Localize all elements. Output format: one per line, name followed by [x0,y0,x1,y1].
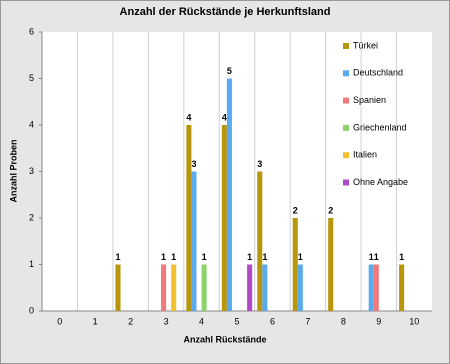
x-tick-label: 9 [376,316,381,326]
bar [186,125,192,311]
x-tick-label: 7 [305,316,310,326]
data-label: 1 [374,252,379,262]
legend-swatch [343,124,349,131]
data-label: 4 [222,112,227,122]
bar [373,264,379,311]
data-label: 1 [171,252,176,262]
legend-swatch [343,70,349,77]
y-tick-label: 0 [29,305,34,315]
y-tick-label: 5 [29,73,34,83]
x-tick-label: 2 [128,316,133,326]
y-axis-title: Anzahl Proben [8,139,18,202]
legend-swatch [343,179,349,186]
data-label: 1 [202,252,207,262]
data-label: 3 [257,159,262,169]
x-tick-label: 5 [234,316,239,326]
bar [297,264,303,311]
plot-area [42,32,432,311]
bar [191,171,197,311]
legend-label: Türkei [353,40,378,50]
y-tick-label: 6 [29,26,34,36]
legend-swatch [343,97,349,104]
bar [201,264,207,311]
legend-label: Griechenland [353,122,407,132]
y-tick-label: 3 [29,166,34,176]
data-label: 1 [262,252,267,262]
data-label: 3 [191,159,196,169]
data-label: 1 [161,252,166,262]
bar [368,264,374,311]
data-label: 2 [293,205,298,215]
bar [292,218,298,311]
data-label: 1 [247,252,252,262]
legend-label: Ohne Angabe [353,177,408,187]
bar [262,264,268,311]
x-axis-title: Anzahl Rückstände [183,334,266,344]
bar [171,264,177,311]
data-label: 1 [115,252,120,262]
legend-swatch [343,152,349,159]
x-tick-label: 8 [341,316,346,326]
x-tick-label: 3 [164,316,169,326]
x-tick-label: 4 [199,316,204,326]
x-tick-label: 6 [270,316,275,326]
y-tick-label: 4 [29,119,34,129]
legend-label: Italien [353,150,377,160]
legend-swatch [343,43,349,49]
legend-label: Spanien [353,95,386,105]
bar [161,264,167,311]
y-tick-label: 1 [29,259,34,269]
bar [226,78,232,311]
y-tick-label: 2 [29,212,34,222]
data-label: 2 [328,205,333,215]
bar [115,264,121,311]
data-label: 5 [227,66,232,76]
bar [247,264,253,311]
bar [221,125,227,311]
data-label: 1 [369,252,374,262]
x-tick-label: 1 [93,316,98,326]
data-label: 1 [298,252,303,262]
bar [257,171,263,311]
x-tick-label: 0 [57,316,62,326]
bar [399,264,405,311]
data-label: 1 [399,252,404,262]
x-tick-label: 10 [409,316,419,326]
legend-label: Deutschland [353,68,403,78]
chart-title: Anzahl der Rückstände je Herkunftsland [120,6,331,18]
data-label: 4 [186,112,191,122]
bar [328,218,334,311]
